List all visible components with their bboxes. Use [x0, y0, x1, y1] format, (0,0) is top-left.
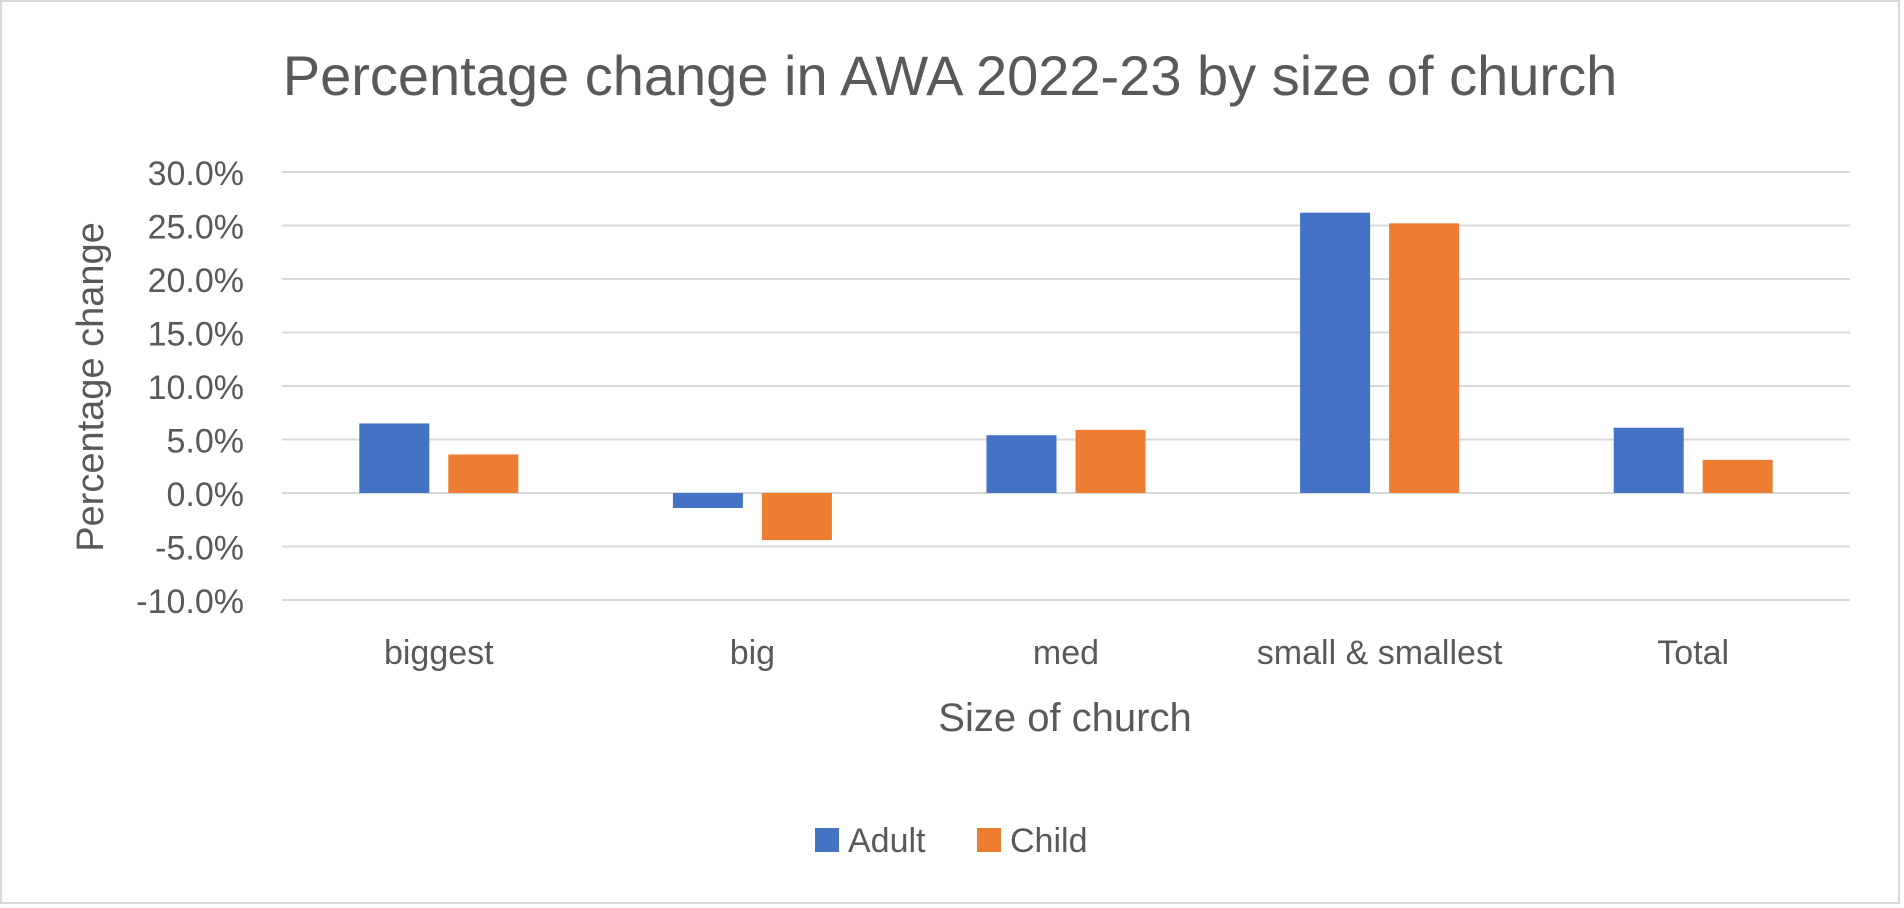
y-axis-label: Percentage change [70, 222, 112, 552]
y-tick-label: 0.0% [167, 476, 245, 514]
bar-child [1075, 429, 1146, 493]
x-tick-label: big [730, 634, 775, 672]
chart-title: Percentage change in AWA 2022-23 by size… [283, 44, 1617, 107]
bars [359, 212, 1773, 541]
x-axis-label: Size of church [938, 696, 1191, 740]
x-tick-label: med [1033, 634, 1099, 672]
gridlines [282, 171, 1850, 601]
bar-child [1389, 223, 1460, 494]
legend-label-adult: Adult [848, 822, 926, 860]
bar-adult [672, 493, 743, 508]
legend-swatch-adult [815, 828, 839, 852]
x-tick-label: small & smallest [1257, 634, 1503, 672]
y-tick-label: -10.0% [136, 583, 244, 621]
x-tick-label: Total [1657, 634, 1729, 672]
y-tick-label: -5.0% [155, 530, 244, 568]
y-tick-label: 20.0% [148, 262, 244, 300]
bar-child [448, 454, 519, 493]
y-tick-label: 30.0% [148, 155, 244, 193]
bar-adult [986, 435, 1057, 493]
x-axis-ticks: biggest big med small & smallest Total [384, 634, 1729, 672]
y-tick-label: 15.0% [148, 316, 244, 354]
bar-adult [359, 423, 430, 493]
legend-label-child: Child [1010, 822, 1087, 860]
x-tick-label: biggest [384, 634, 494, 672]
bar-adult [1300, 212, 1371, 493]
y-tick-label: 10.0% [148, 369, 244, 407]
y-tick-label: 25.0% [148, 209, 244, 247]
bar-child [1702, 459, 1773, 493]
y-axis-ticks: 30.0% 25.0% 20.0% 15.0% 10.0% 5.0% 0.0% -5.0% -1… [136, 155, 244, 621]
legend: Adult Child [815, 822, 1087, 860]
legend-swatch-child [977, 828, 1001, 852]
y-tick-label: 5.0% [167, 423, 245, 461]
bar-adult [1613, 427, 1684, 493]
bar-child [761, 493, 832, 541]
